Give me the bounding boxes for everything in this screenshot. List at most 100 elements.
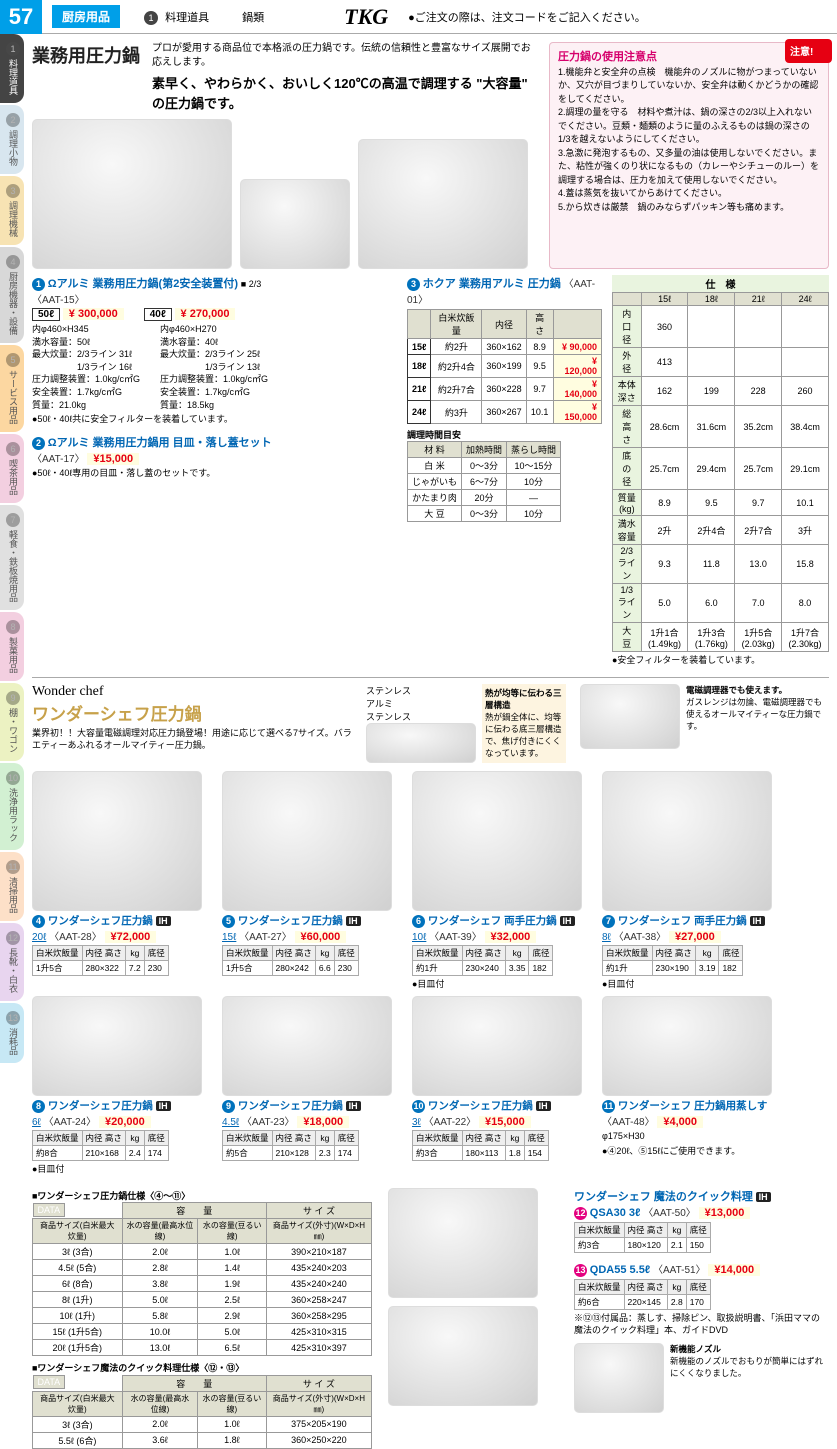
sidebar-tab[interactable]: 9棚・ワゴン — [0, 683, 24, 761]
p3-spec-table: 15ℓ18ℓ21ℓ24ℓ内 口 径360外 径413本体深さ1621992282… — [612, 292, 829, 652]
wondershef-row1: 4 ワンダーシェフ圧力鍋 IH 20ℓ 〈AAT-28〉 ¥72,000 白米炊… — [32, 771, 829, 991]
p12-image — [388, 1188, 538, 1298]
alert-icon: ⚠ — [815, 43, 827, 58]
product-price: ¥20,000 — [99, 1116, 151, 1128]
p3-price-table: 白米炊飯量内径高さ15ℓ約2升360×1628.9¥ 90,00018ℓ約2升4… — [407, 309, 602, 424]
sidebar-tab[interactable]: 7軽食・鉄板焼用品 — [0, 505, 24, 610]
ih-image — [580, 684, 680, 749]
product-card: 11 ワンダーシェフ 圧力鍋用蒸しす 〈AAT-48〉 ¥4,000 φ175×… — [602, 996, 774, 1176]
product-image — [602, 771, 772, 911]
product-image — [412, 996, 582, 1096]
sidebar-tab[interactable]: 10洗浄用ラック — [0, 763, 24, 850]
notice-item: 3.急激に発泡するもの、又多量の油は使用しないでください。また、粘性が強くのり状… — [558, 147, 820, 188]
sidebar-tab[interactable]: 6喫茶用品 — [0, 434, 24, 503]
data1-title: ■ワンダーシェフ圧力鍋仕様〈④～⑪〉 — [32, 1190, 372, 1203]
notice-item: 5.から炊きは厳禁 鍋のみならずパッキン等も痛めます。 — [558, 201, 820, 215]
spec-label: 仕 様 — [612, 275, 829, 292]
p2-price: ¥15,000 — [87, 453, 139, 465]
hero-title: 業務用圧力鍋 — [32, 42, 140, 68]
product-image — [222, 996, 392, 1096]
sidebar-tab[interactable]: 4厨房機器・設備 — [0, 247, 24, 343]
price-40l: ¥ 270,000 — [175, 308, 236, 320]
p13-image — [388, 1306, 538, 1406]
tri-layer-diagram — [366, 723, 476, 763]
p2-footnote: ●50ℓ・40ℓ専用の目皿・落し蓋のセットです。 — [32, 467, 397, 480]
product-image-2 — [240, 179, 350, 269]
product-image-1 — [32, 119, 232, 269]
data1-table: DATA容 量サ イ ズ商品サイズ(白米最大炊量)水の容量(最高水位線)水の容量… — [32, 1202, 372, 1356]
p11-price: ¥4,000 — [657, 1116, 703, 1128]
top-bar: 57 厨房用品 1 料理道具 鍋類 TKG ●ご注文の際は、注文コードをご記入く… — [0, 0, 837, 34]
sidebar-tab[interactable]: 1料理道具 — [0, 34, 24, 103]
product-price: ¥27,000 — [669, 931, 721, 943]
product-card: 6 ワンダーシェフ 両手圧力鍋 IH 10ℓ 〈AAT-39〉 ¥32,000 … — [412, 771, 584, 991]
page-number: 57 — [0, 0, 42, 34]
product-image — [32, 771, 202, 911]
price-50l: ¥ 300,000 — [63, 308, 124, 320]
notice-item: 4.蓋は蒸気を抜いてからあけてください。 — [558, 187, 820, 201]
spec-40l: 内φ460×H270 満水容量：40ℓ 最大炊量：2/3ライン 25ℓ 1/3ラ… — [160, 323, 268, 411]
order-note: ●ご注文の際は、注文コードをご記入ください。 — [408, 9, 646, 25]
category-sidebar: 1料理道具2調理小物3調理機械4厨房機器・設備5サービス用品6喫茶用品7軽食・鉄… — [0, 34, 26, 1024]
spec-50l: 内φ460×H345 満水容量：50ℓ 最大炊量：2/3ライン 31ℓ 1/3ラ… — [32, 323, 140, 411]
product-card: 4 ワンダーシェフ圧力鍋 IH 20ℓ 〈AAT-28〉 ¥72,000 白米炊… — [32, 771, 204, 991]
usage-notice-box: 注意!⚠ 圧力鍋の使用注意点 1.機能弁と安全弁の点検 機能弁のノズルに物がつま… — [549, 42, 829, 269]
product-price: ¥15,000 — [479, 1116, 531, 1128]
p3-footnote: ●安全フィルターを装着しています。 — [612, 654, 829, 667]
wonder-logo: Wonder chef — [32, 684, 352, 700]
product-1-code: 〈AAT-15〉 — [32, 291, 397, 306]
main-content: 業務用圧力鍋 プロが愛用する商品位で本格派の圧力鍋です。伝統の信頼性と豊富なサイ… — [32, 42, 829, 1449]
p13-title: 13 QDA55 5.5ℓ 〈AAT-51〉 ¥14,000 — [574, 1261, 829, 1277]
product-image — [412, 771, 582, 911]
product-price: ¥60,000 — [295, 931, 347, 943]
p3-heat-title: 調理時間目安 — [407, 428, 602, 441]
size-40l: 40ℓ — [144, 308, 172, 321]
wondershef-row2: 8 ワンダーシェフ圧力鍋 IH 6ℓ 〈AAT-24〉 ¥20,000 白米炊飯… — [32, 996, 829, 1176]
product-1-title: 1 Ωアルミ 業務用圧力鍋(第2安全装置付) ■ 2/3 — [32, 275, 397, 291]
product-card: 8 ワンダーシェフ圧力鍋 IH 6ℓ 〈AAT-24〉 ¥20,000 白米炊飯… — [32, 996, 204, 1176]
data2-title: ■ワンダーシェフ魔法のクイック料理仕様〈⑫・⑬〉 — [32, 1362, 372, 1375]
product-card: 5 ワンダーシェフ圧力鍋 IH 15ℓ 〈AAT-27〉 ¥60,000 白米炊… — [222, 771, 394, 991]
product-price: ¥18,000 — [297, 1116, 349, 1128]
product-image — [602, 996, 772, 1096]
sidebar-tab[interactable]: 3調理機械 — [0, 176, 24, 245]
nozzle-image — [574, 1343, 664, 1413]
section-name: 料理道具 — [165, 12, 209, 24]
sidebar-tab[interactable]: 8製菓用品 — [0, 612, 24, 681]
sidebar-tab[interactable]: 12長靴・白衣 — [0, 923, 24, 1001]
tri-body: 熱が鍋全体に、均等に伝わる底三層構造で、焦げ付きにくくなっています。 — [485, 711, 563, 759]
p13-foot: ※⑫⑬付属品：蒸しす、掃除ピン、取扱説明書、「浜田ママの魔法のクイック料理」本、… — [574, 1312, 829, 1337]
nozzle-title: 新機能ノズル — [670, 1343, 829, 1355]
section-indicator: 1 料理道具 鍋類 — [144, 9, 264, 25]
p1-footnote: ●50ℓ・40ℓ共に安全フィルターを装着しています。 — [32, 413, 397, 426]
sidebar-tab[interactable]: 2調理小物 — [0, 105, 24, 174]
hero-lead1: プロが愛用する商品位で本格派の圧力鍋です。伝統の信頼性と豊富なサイズ展開でお応え… — [152, 42, 539, 70]
product-price: ¥72,000 — [105, 931, 157, 943]
sidebar-tab[interactable]: 5サービス用品 — [0, 345, 24, 432]
product-image — [32, 996, 202, 1096]
subsection-name: 鍋類 — [242, 12, 264, 24]
product-card: 9 ワンダーシェフ圧力鍋 IH 4.5ℓ 〈AAT-23〉 ¥18,000 白米… — [222, 996, 394, 1176]
section-num: 1 — [144, 11, 158, 25]
product-price: ¥32,000 — [485, 931, 537, 943]
product-image-3 — [358, 139, 528, 269]
nozzle-body: 新機能のノズルでおもりが簡単にはずれにくくなりました。 — [670, 1355, 829, 1379]
product-2-title: 2 Ωアルミ 業務用圧力鍋用 目皿・落し蓋セット — [32, 434, 397, 450]
p3-heat-table: 材 料加熱時間蒸らし時間白 米0～3分10～15分じゃがいも6～7分10分かたま… — [407, 441, 561, 522]
product-image — [222, 771, 392, 911]
p12-table: 白米炊飯量内径 高さkg底径約3合180×1202.1150 — [574, 1222, 711, 1253]
ih-title: 電磁調理器でも使えます。 — [686, 684, 829, 696]
alert-badge: 注意!⚠ — [785, 39, 832, 63]
hero-lead2: 素早く、やわらかく、おいしく120℃の高温で調理する "大容量" の圧力鍋です。 — [152, 74, 539, 113]
p13-price: ¥14,000 — [708, 1264, 760, 1276]
tri-title: 熱が均等に伝わる三層構造 — [485, 687, 563, 711]
notice-title: 圧力鍋の使用注意点 — [558, 49, 820, 66]
sidebar-tab[interactable]: 13消耗品 — [0, 1003, 24, 1063]
sidebar-tab[interactable]: 11清掃用品 — [0, 852, 24, 921]
tri-layer-label: ステンレス アルミ ステンレス — [366, 684, 476, 723]
p13-table: 白米炊飯量内径 高さkg底径約6合220×1452.8170 — [574, 1279, 711, 1310]
wonder-title: ワンダーシェフ圧力鍋 — [32, 700, 352, 725]
brand-logo: TKG — [344, 4, 388, 30]
product-3-title: 3 ホクア 業務用アルミ 圧力鍋 〈AAT-01〉 — [407, 275, 602, 306]
notice-item: 2.調理の量を守る 材料や煮汁は、鍋の深さの2/3以上入れないでください。豆類・… — [558, 106, 820, 147]
